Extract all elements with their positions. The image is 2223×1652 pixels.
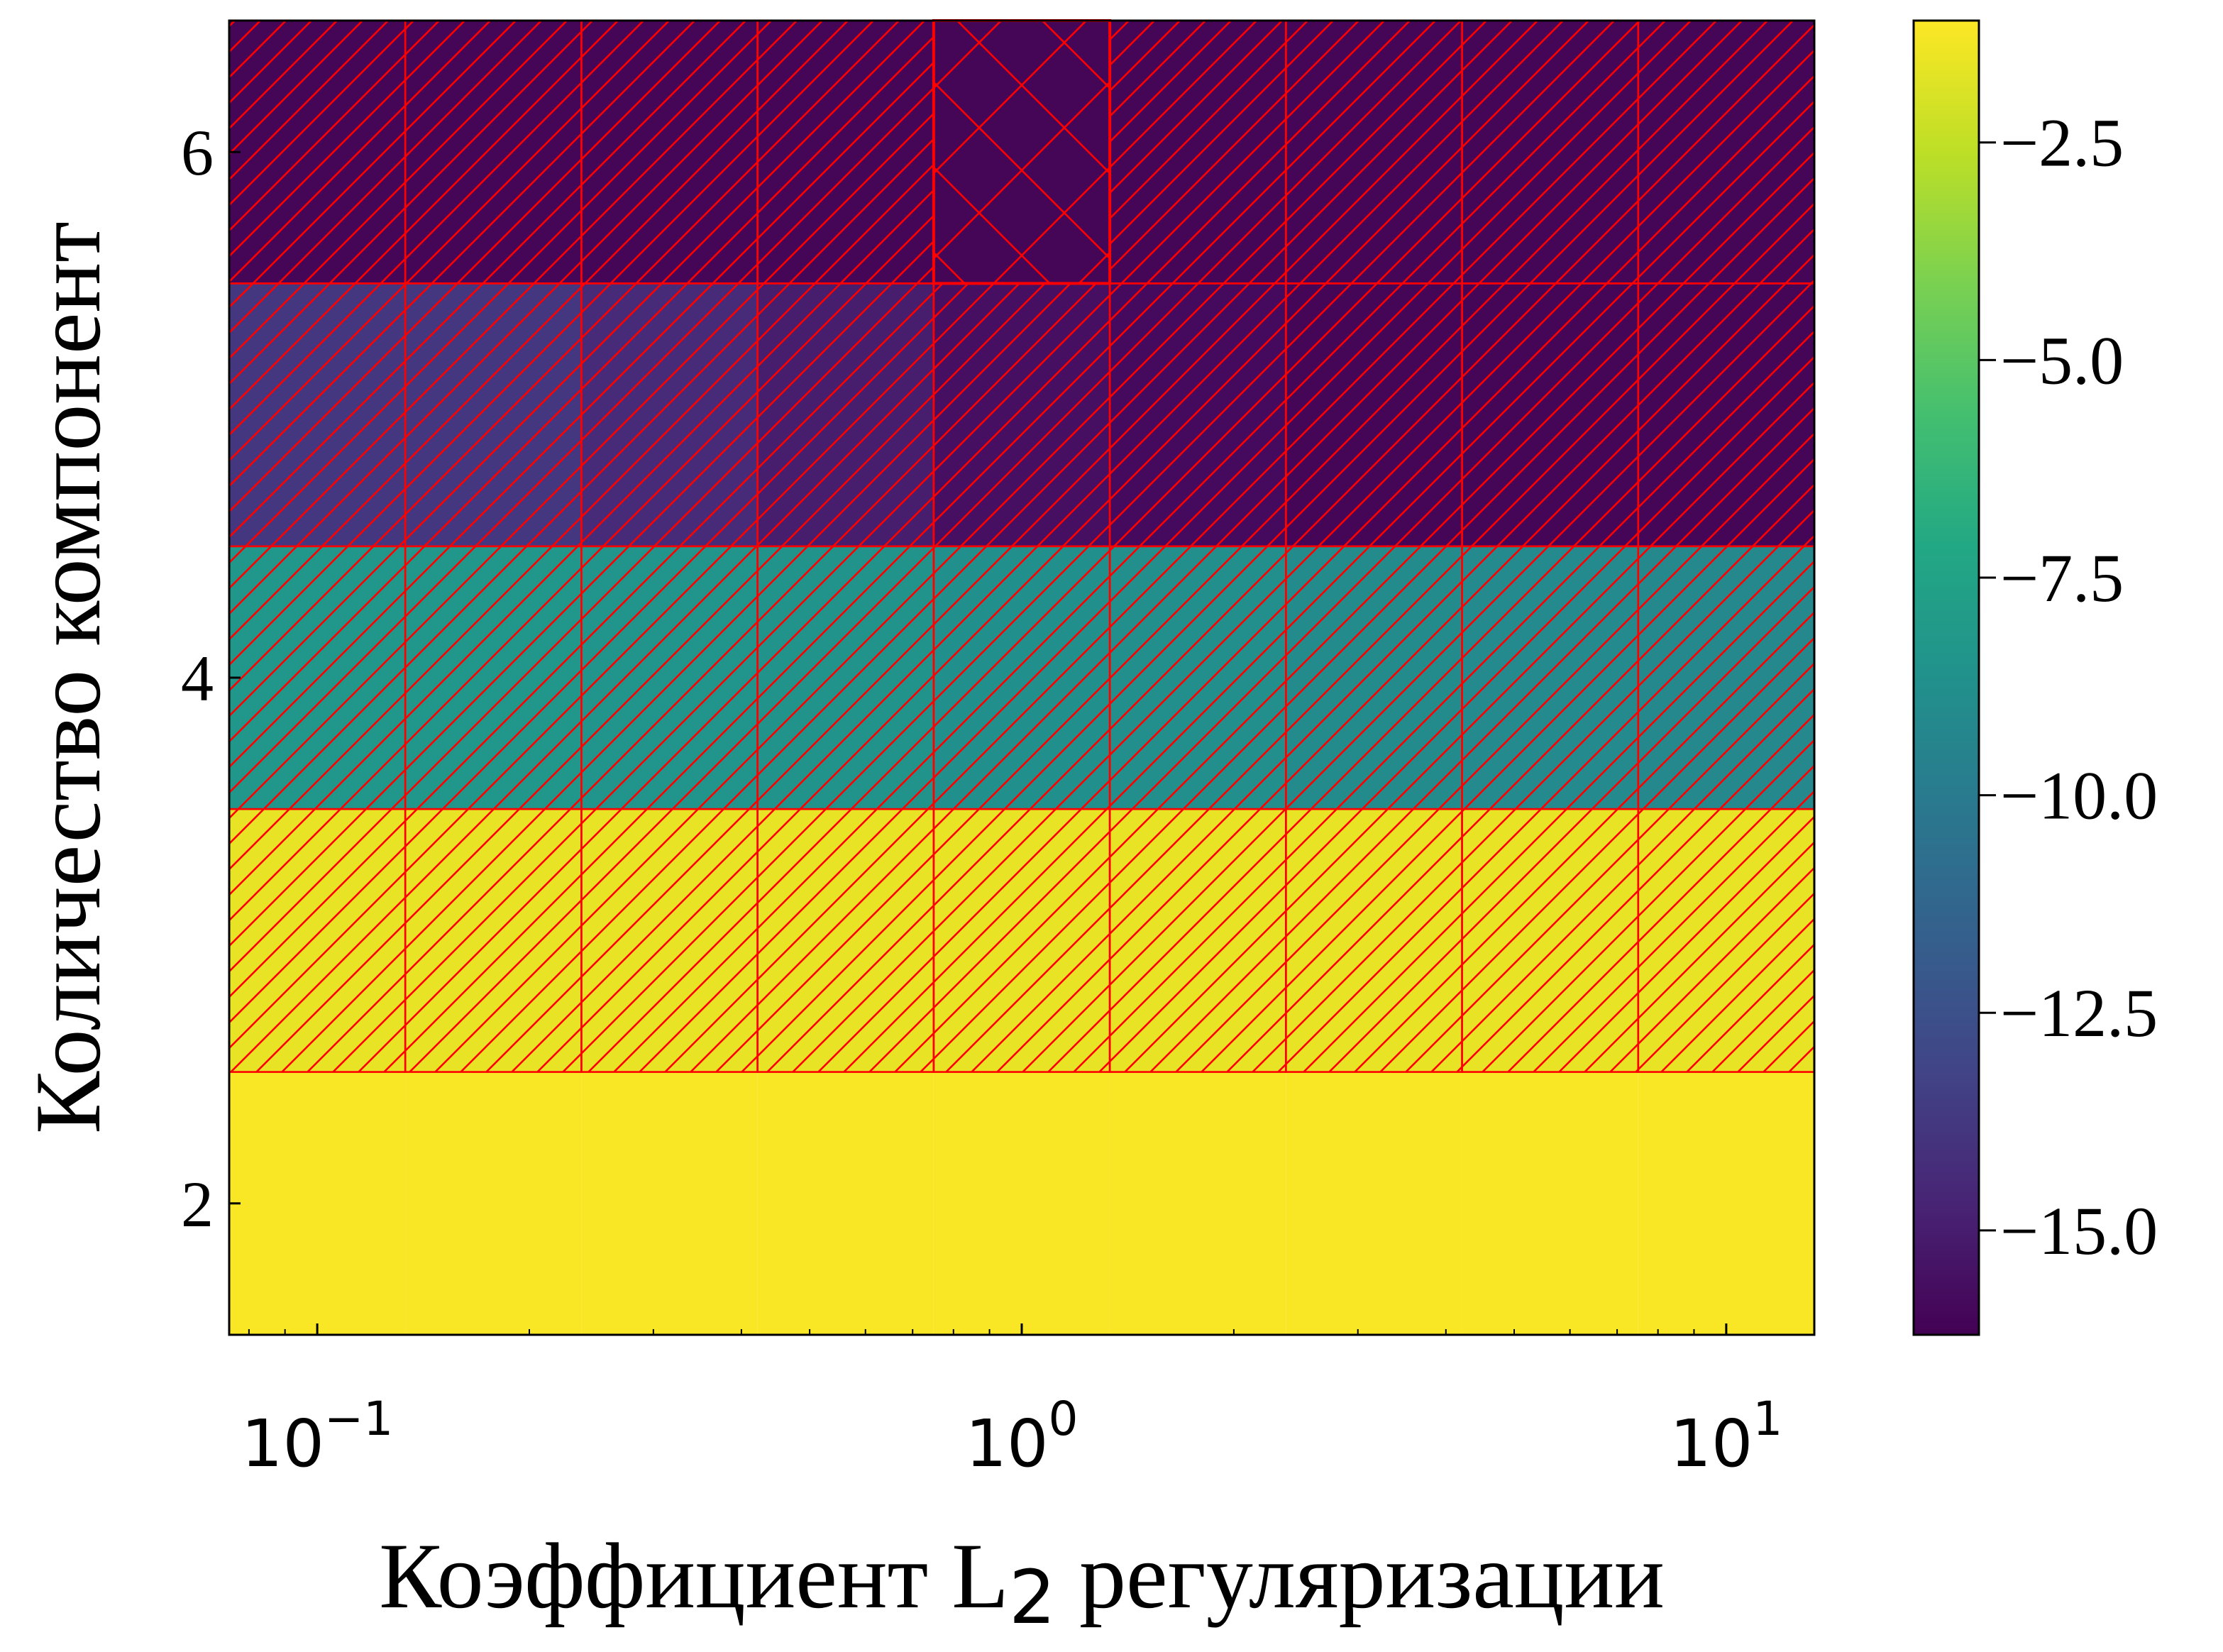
hatch-cell xyxy=(1638,809,1814,1072)
hatch-cell xyxy=(933,546,1110,810)
hatch-cell xyxy=(933,809,1110,1072)
hatch-cell xyxy=(1286,546,1462,810)
heatmap-cell xyxy=(1462,1072,1638,1335)
hatch-cell xyxy=(1638,283,1814,546)
heatmap-cell xyxy=(581,1072,758,1335)
hatch-cell xyxy=(1286,283,1462,546)
hatch-cell xyxy=(581,546,758,810)
heatmap-cell xyxy=(229,1072,406,1335)
y-tick-label: 6 xyxy=(181,116,214,189)
colorbar-tick-label: −5.0 xyxy=(2000,322,2124,398)
x-axis-label: Коэффициент L2 регуляризации xyxy=(379,1524,1665,1641)
hatch-cell xyxy=(229,546,406,810)
hatch-cell xyxy=(757,546,934,810)
x-tick-label: 100 xyxy=(965,1392,1078,1482)
x-tick-label: 10−1 xyxy=(241,1392,393,1482)
heatmap-cell xyxy=(933,1072,1110,1335)
colorbar-tick-label: −15.0 xyxy=(2000,1193,2158,1269)
hatch-cell xyxy=(229,21,406,284)
cross-hatch-cell xyxy=(933,21,1110,284)
hatch-cell xyxy=(1110,546,1286,810)
y-axis-label: Количество компонент xyxy=(16,221,120,1134)
colorbar-tick-label: −7.5 xyxy=(2000,540,2124,616)
hatch-cell xyxy=(1638,546,1814,810)
hatch-cell xyxy=(1462,546,1638,810)
heatmap-cell xyxy=(405,1072,582,1335)
heatmap-cell xyxy=(757,1072,934,1335)
hatch-cell xyxy=(581,21,758,284)
hatch-cell xyxy=(405,546,582,810)
x-tick-label: 101 xyxy=(1670,1392,1782,1482)
y-tick-label: 4 xyxy=(181,642,214,715)
x-axis-ticks: 10−1 100 101 xyxy=(241,1323,1782,1482)
hatch-cell xyxy=(1110,809,1286,1072)
y-axis-ticks: 2 4 6 xyxy=(181,116,241,1240)
heatmap-cell xyxy=(1110,1072,1286,1335)
heatmap-cell xyxy=(1638,1072,1814,1335)
hatch-cell xyxy=(229,283,406,546)
hatch-cell xyxy=(405,283,582,546)
hatch-cell xyxy=(757,21,934,284)
colorbar xyxy=(1912,19,1980,1336)
hatch-cell xyxy=(1638,21,1814,284)
hatch-cell xyxy=(405,809,582,1072)
hatch-cell xyxy=(405,21,582,284)
hatch-cell xyxy=(1462,21,1638,284)
colorbar-tick-label: −12.5 xyxy=(2000,975,2158,1051)
hatch-cell xyxy=(229,809,406,1072)
hatch-cell xyxy=(1286,21,1462,284)
colorbar-tick-label: −2.5 xyxy=(2000,105,2124,181)
hatch-cell xyxy=(1462,809,1638,1072)
hatch-overlays xyxy=(229,21,1814,1072)
colorbar-tick-label: −10.0 xyxy=(2000,758,2158,834)
hatch-cell xyxy=(1462,283,1638,546)
hatch-cell xyxy=(1286,809,1462,1072)
hatch-cell xyxy=(1110,283,1286,546)
hatch-cell xyxy=(581,283,758,546)
hatch-cell xyxy=(933,283,1110,546)
heatmap-cell xyxy=(1286,1072,1462,1335)
hatch-cell xyxy=(757,809,934,1072)
hatch-cell xyxy=(757,283,934,546)
colorbar-ticks: −2.5 −5.0 −7.5 −10.0 −12.5 −15.0 xyxy=(1979,105,2158,1269)
hatch-cell xyxy=(1110,21,1286,284)
hatch-cell xyxy=(581,809,758,1072)
y-tick-label: 2 xyxy=(181,1168,214,1240)
